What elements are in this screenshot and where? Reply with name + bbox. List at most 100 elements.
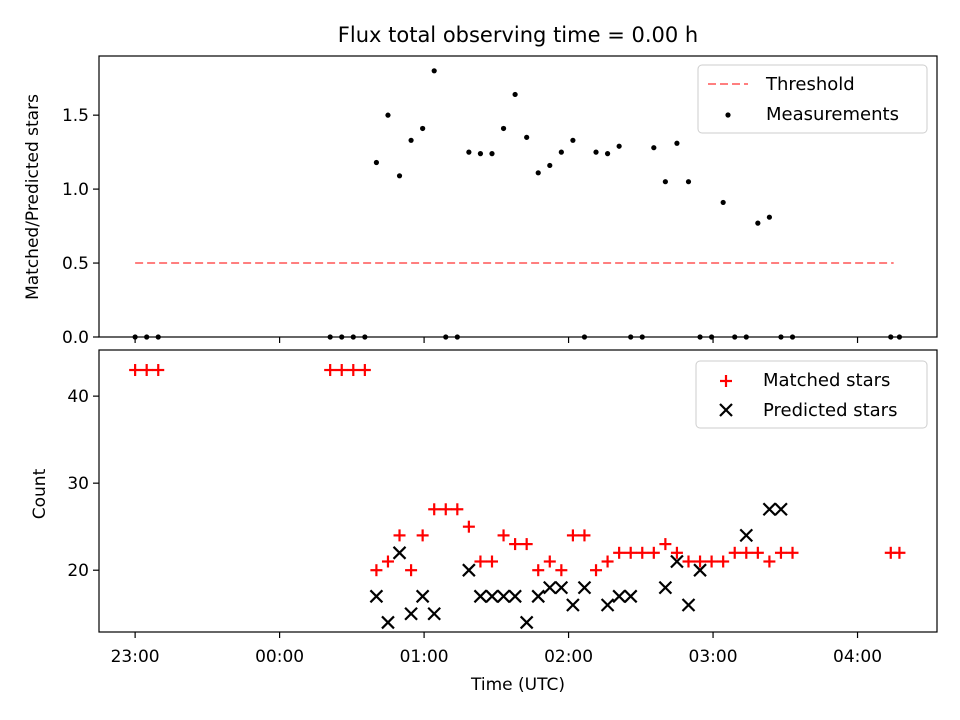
matched-star-marker <box>566 529 579 542</box>
matched-star-marker <box>509 538 522 551</box>
matched-star-marker <box>152 364 165 377</box>
count-axes-frame <box>98 349 938 633</box>
measurement-point <box>466 149 472 155</box>
matched-star-marker <box>774 546 787 559</box>
matched-star-marker <box>694 555 707 568</box>
measurement-point <box>604 151 611 157</box>
matched-star-marker <box>416 529 429 542</box>
matched-star-marker <box>590 564 603 577</box>
matched-star-marker <box>763 555 776 568</box>
predicted-star-marker <box>554 580 569 595</box>
predicted-star-marker <box>381 615 395 630</box>
predicted-star-marker <box>415 589 430 604</box>
matched-star-marker <box>370 564 383 577</box>
matched-star-marker <box>601 555 614 568</box>
predicted-star-marker <box>427 606 441 621</box>
y-tick-label: 40 <box>67 387 89 407</box>
measurement-point <box>420 125 426 132</box>
matched-star-marker <box>555 564 568 577</box>
x-tick-label: 02:00 <box>544 647 593 667</box>
matched-star-marker <box>462 520 475 533</box>
x-tick-label: 00:00 <box>255 647 304 667</box>
legend-matched-label: Matched stars <box>763 370 890 391</box>
legend-measurements-label: Measurements <box>766 104 899 125</box>
measurement-point <box>570 137 576 143</box>
matched-star-marker <box>647 546 660 559</box>
ratio-axes-frame <box>98 55 938 338</box>
predicted-star-marker <box>462 563 476 577</box>
matched-star-marker <box>705 555 718 568</box>
predicted-star-marker <box>600 598 615 612</box>
matched-star-marker <box>381 555 394 568</box>
predicted-star-marker <box>577 580 592 595</box>
measurement-point <box>477 151 484 157</box>
legend-predicted-swatch <box>719 403 733 417</box>
predicted-star-marker <box>774 502 788 517</box>
y-tick-label: 0.5 <box>62 254 89 274</box>
matched-star-marker <box>659 538 672 551</box>
predicted-star-marker <box>670 554 684 569</box>
matched-star-marker <box>347 364 360 377</box>
measurement-point <box>616 143 622 149</box>
measurement-point <box>558 149 564 155</box>
measurement-point <box>720 199 726 206</box>
measurement-point <box>685 179 692 185</box>
measurement-point <box>512 91 518 98</box>
legend-predicted-label: Predicted stars <box>763 400 897 421</box>
legend-measurements-swatch <box>725 112 731 118</box>
measurement-point <box>408 137 414 143</box>
predicted-star-marker <box>566 598 580 612</box>
measurement-point <box>547 162 553 169</box>
ratio-legend: Threshold Measurements <box>697 64 928 134</box>
x-tick-label: 01:00 <box>400 647 449 667</box>
matched-star-marker <box>520 538 533 551</box>
legend-matched-swatch <box>720 375 732 387</box>
ratio-y-axis-label: Matched/Predicted stars <box>23 94 43 300</box>
predicted-star-marker <box>658 580 673 595</box>
measurement-point <box>651 145 657 151</box>
matched-star-marker <box>751 546 764 559</box>
x-tick-label: 03:00 <box>689 647 738 667</box>
measurement-points <box>132 68 903 340</box>
matched-star-marker <box>532 564 545 577</box>
matched-star-marker <box>682 555 695 568</box>
predicted-star-marker <box>392 546 407 560</box>
x-tick-label: 23:00 <box>111 647 160 667</box>
predicted-star-marker <box>519 615 534 630</box>
matched-star-marker <box>140 364 153 377</box>
y-tick-label: 20 <box>67 561 89 581</box>
ratio-x-ticks <box>134 337 859 343</box>
y-tick-label: 1.5 <box>62 106 89 126</box>
matched-star-marker <box>613 546 626 559</box>
count-y-ticks: 20 30 40 <box>67 387 99 581</box>
chart-title: Flux total observing time = 0.00 h <box>338 23 698 47</box>
matched-star-marker <box>485 555 498 568</box>
measurement-point <box>396 173 403 179</box>
x-tick-label: 04:00 <box>833 647 882 667</box>
matched-star-marker <box>624 546 637 559</box>
measurement-point <box>766 214 773 220</box>
measurement-point <box>385 112 391 118</box>
measurement-point <box>593 149 599 155</box>
predicted-star-marker <box>543 580 557 595</box>
count-x-ticks: 23:00 00:00 01:00 02:00 03:00 04:00 <box>111 632 882 667</box>
measurement-point <box>674 140 680 146</box>
x-axis-label: Time (UTC) <box>470 675 565 695</box>
matched-star-marker <box>451 503 464 516</box>
matched-star-marker <box>405 564 418 577</box>
matched-star-marker <box>129 364 142 377</box>
count-legend-box <box>695 360 928 429</box>
y-tick-label: 0.0 <box>62 328 89 348</box>
predicted-star-marker <box>693 563 707 577</box>
matched-star-marker <box>670 546 683 559</box>
matched-star-marker <box>728 546 741 559</box>
matched-star-marker <box>543 555 556 568</box>
matched-star-marker <box>893 546 906 559</box>
predicted-star-marker <box>739 528 754 543</box>
count-panel: 20 30 40 23:00 00:00 01:00 02:00 03:00 04:00 Co… <box>30 349 938 695</box>
matched-star-marker <box>578 529 591 542</box>
count-legend: Matched stars Predicted stars <box>695 360 928 429</box>
measurement-point <box>431 68 437 74</box>
y-tick-label: 1.0 <box>62 180 89 200</box>
matched-star-marker <box>786 546 799 559</box>
